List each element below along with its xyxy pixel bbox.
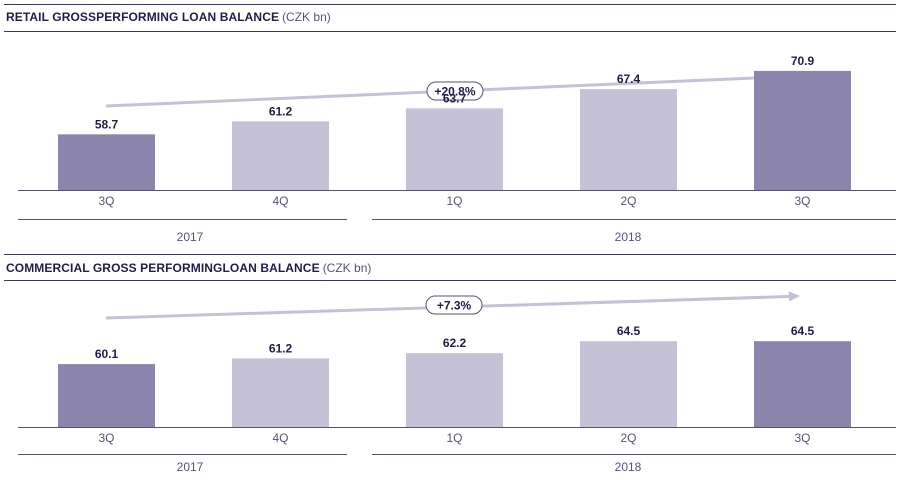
category-label: 2Q [620, 431, 636, 445]
chart-title-text: RETAIL GROSSPERFORMING LOAN BALANCE [6, 10, 280, 24]
bar-value-label: 62.2 [443, 336, 467, 350]
category-label: 2Q [620, 194, 636, 208]
category-label: 4Q [272, 194, 288, 208]
chart-title: COMMERCIAL GROSS PERFORMINGLOAN BALANCE(… [6, 261, 371, 275]
commercial-chart-panel: COMMERCIAL GROSS PERFORMINGLOAN BALANCE(… [0, 252, 899, 478]
category-label: 4Q [272, 431, 288, 445]
growth-label: +20.8% [434, 85, 475, 99]
bar [580, 89, 677, 190]
title-underline [4, 31, 896, 32]
category-label: 3Q [794, 194, 810, 208]
category-label: 1Q [446, 194, 462, 208]
bar [580, 341, 677, 427]
year-label: 2017 [177, 230, 204, 244]
bar-value-label: 61.2 [269, 104, 293, 118]
retail-loan-bar-chart: +20.8% 58.7 3Q 61.2 4Q 63.7 1Q 67.4 2Q 70.9 3Q 2017… [18, 54, 896, 244]
chart-unit: (CZK bn) [322, 261, 372, 275]
commercial-loan-bar-chart: +7.3% 60.1 3Q 61.2 4Q 62.2 1Q 64.5 2Q 64.5 3Q 2017 2… [18, 291, 896, 474]
year-label: 2017 [177, 460, 204, 474]
bar-value-label: 61.2 [269, 341, 293, 355]
bar [58, 134, 155, 190]
bar-value-label: 63.7 [443, 91, 467, 105]
chart-title: RETAIL GROSSPERFORMING LOAN BALANCE (CZK … [6, 10, 331, 24]
growth-label: +7.3% [437, 299, 472, 313]
chart-title-text: COMMERCIAL GROSS PERFORMINGLOAN BALANCE [6, 261, 320, 275]
bar-value-label: 64.5 [791, 324, 815, 338]
bar-value-label: 67.4 [617, 72, 641, 86]
category-label: 3Q [98, 194, 114, 208]
bar [754, 341, 851, 427]
bar-value-label: 58.7 [95, 117, 119, 131]
bar [58, 364, 155, 427]
bar [406, 353, 503, 427]
bar [232, 358, 329, 427]
bar-value-label: 70.9 [791, 54, 815, 68]
growth-badge [426, 81, 484, 101]
category-label: 3Q [794, 431, 810, 445]
retail-chart-panel: RETAIL GROSSPERFORMING LOAN BALANCE (CZK … [4, 4, 896, 244]
bar-value-label: 64.5 [617, 324, 641, 338]
growth-arrowhead-icon [788, 291, 800, 302]
growth-badge [425, 295, 483, 315]
title-underline [4, 280, 896, 281]
bar-value-label: 60.1 [95, 347, 119, 361]
panel-top-rule [4, 4, 896, 5]
panel-top-rule [4, 254, 896, 255]
category-label: 1Q [446, 431, 462, 445]
bar [232, 121, 329, 190]
category-label: 3Q [98, 431, 114, 445]
bar [406, 108, 503, 190]
year-label: 2018 [615, 460, 642, 474]
bar [754, 70, 851, 190]
year-label: 2018 [615, 230, 642, 244]
chart-unit: (CZK bn) [282, 10, 331, 24]
